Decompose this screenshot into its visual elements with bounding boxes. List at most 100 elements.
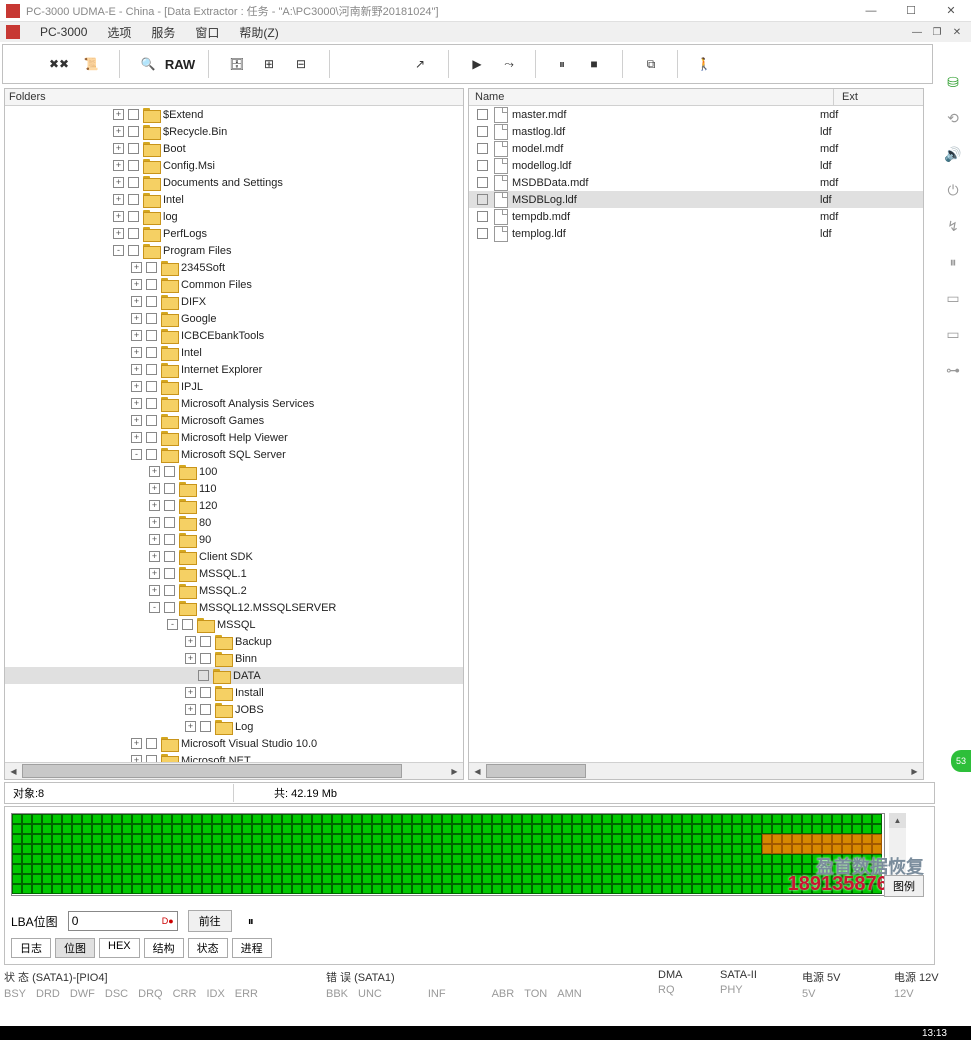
menu-service[interactable]: 服务 xyxy=(147,24,179,41)
expand-icon[interactable]: + xyxy=(149,483,160,494)
side-pause-icon[interactable]: ⏸ xyxy=(941,250,965,274)
tree-row[interactable]: +Microsoft.NET xyxy=(5,752,463,762)
expand-icon[interactable]: - xyxy=(131,449,142,460)
sector-map[interactable] xyxy=(11,813,885,896)
tree-row[interactable]: DATA xyxy=(5,667,463,684)
tree-row[interactable]: +$Extend xyxy=(5,106,463,123)
minimize-button[interactable]: — xyxy=(851,0,891,22)
step-icon[interactable]: ⤳ xyxy=(497,52,521,76)
expand-icon[interactable]: + xyxy=(131,755,142,762)
play-icon[interactable]: ▶ xyxy=(465,52,489,76)
checkbox[interactable] xyxy=(128,177,139,188)
expand-icon[interactable]: + xyxy=(113,177,124,188)
checkbox[interactable] xyxy=(164,517,175,528)
stop-icon[interactable]: ■ xyxy=(582,52,606,76)
file-row[interactable]: templog.ldfldf xyxy=(469,225,923,242)
expand-icon[interactable]: + xyxy=(131,313,142,324)
checkbox[interactable] xyxy=(146,449,157,460)
checkbox[interactable] xyxy=(477,143,488,154)
side-chip2-icon[interactable]: ▭ xyxy=(941,322,965,346)
file-hscroll[interactable]: ◀ ▶ xyxy=(469,762,923,779)
mdi-minimize[interactable]: — xyxy=(909,25,925,39)
file-row[interactable]: model.mdfmdf xyxy=(469,140,923,157)
tree-row[interactable]: -Microsoft SQL Server xyxy=(5,446,463,463)
tree-row[interactable]: +Boot xyxy=(5,140,463,157)
expand-icon[interactable]: + xyxy=(113,126,124,137)
tree-row[interactable]: +MSSQL.1 xyxy=(5,565,463,582)
file-row[interactable]: master.mdfmdf xyxy=(469,106,923,123)
tree-row[interactable]: +Binn xyxy=(5,650,463,667)
tree-row[interactable]: +ICBCEbankTools xyxy=(5,327,463,344)
tab-日志[interactable]: 日志 xyxy=(11,938,51,958)
expand-icon[interactable]: + xyxy=(149,466,160,477)
pause-small-icon[interactable]: ⏸ xyxy=(242,914,260,929)
checkbox[interactable] xyxy=(164,466,175,477)
checkbox[interactable] xyxy=(146,381,157,392)
file-row[interactable]: tempdb.mdfmdf xyxy=(469,208,923,225)
tab-HEX[interactable]: HEX xyxy=(99,938,140,958)
tree-row[interactable]: +80 xyxy=(5,514,463,531)
expand-icon[interactable]: + xyxy=(131,381,142,392)
checkbox[interactable] xyxy=(164,585,175,596)
tree-row[interactable]: +Documents and Settings xyxy=(5,174,463,191)
tree-row[interactable]: +DIFX xyxy=(5,293,463,310)
expand-icon[interactable]: + xyxy=(113,194,124,205)
checkbox[interactable] xyxy=(146,313,157,324)
tree-row[interactable]: -MSSQL xyxy=(5,616,463,633)
tab-进程[interactable]: 进程 xyxy=(232,938,272,958)
checkbox[interactable] xyxy=(128,126,139,137)
exit-icon[interactable]: 🚶 xyxy=(692,52,716,76)
expand-icon[interactable]: + xyxy=(131,415,142,426)
tree-row[interactable]: +Config.Msi xyxy=(5,157,463,174)
tab-结构[interactable]: 结构 xyxy=(144,938,184,958)
expand-icon[interactable]: + xyxy=(131,398,142,409)
checkbox[interactable] xyxy=(477,109,488,120)
checkbox[interactable] xyxy=(477,194,488,205)
expand-icon[interactable]: + xyxy=(185,653,196,664)
tree-row[interactable]: +Backup xyxy=(5,633,463,650)
tree-row[interactable]: +Microsoft Games xyxy=(5,412,463,429)
side-speaker-icon[interactable]: 🔊 xyxy=(941,142,965,166)
tree-hscroll[interactable]: ◀ ▶ xyxy=(5,762,463,779)
checkbox[interactable] xyxy=(128,194,139,205)
checkbox[interactable] xyxy=(200,636,211,647)
checkbox[interactable] xyxy=(146,398,157,409)
go-button[interactable]: 前往 xyxy=(188,910,232,932)
tree-row[interactable]: +JOBS xyxy=(5,701,463,718)
checkbox[interactable] xyxy=(146,330,157,341)
tree-row[interactable]: +$Recycle.Bin xyxy=(5,123,463,140)
folder-tree[interactable]: +$Extend+$Recycle.Bin+Boot+Config.Msi+Do… xyxy=(5,106,463,762)
tree-row[interactable]: +log xyxy=(5,208,463,225)
ext-column[interactable]: Ext xyxy=(834,91,923,103)
expand-icon[interactable]: + xyxy=(149,500,160,511)
tree-row[interactable]: +120 xyxy=(5,497,463,514)
expand-icon[interactable]: - xyxy=(113,245,124,256)
tree-row[interactable]: +Intel xyxy=(5,344,463,361)
expand-icon[interactable]: + xyxy=(131,432,142,443)
checkbox[interactable] xyxy=(128,228,139,239)
tree-row[interactable]: +Microsoft Visual Studio 10.0 xyxy=(5,735,463,752)
maximize-button[interactable]: ☐ xyxy=(891,0,931,22)
expand-icon[interactable]: + xyxy=(113,160,124,171)
tab-位图[interactable]: 位图 xyxy=(55,938,95,958)
binoculars-icon[interactable]: 🔍 xyxy=(136,52,160,76)
menu-app[interactable]: PC-3000 xyxy=(36,25,91,39)
expand-icon[interactable]: + xyxy=(185,636,196,647)
menu-window[interactable]: 窗口 xyxy=(191,24,223,41)
pause-icon[interactable]: ⏸ xyxy=(550,52,574,76)
checkbox[interactable] xyxy=(128,211,139,222)
tree-row[interactable]: +110 xyxy=(5,480,463,497)
checkbox[interactable] xyxy=(477,177,488,188)
checkbox[interactable] xyxy=(146,755,157,762)
expand-icon[interactable]: + xyxy=(149,551,160,562)
file-row[interactable]: MSDBLog.ldfldf xyxy=(469,191,923,208)
checkbox[interactable] xyxy=(200,653,211,664)
expand-icon[interactable]: + xyxy=(185,704,196,715)
checkbox[interactable] xyxy=(164,551,175,562)
expand-icon[interactable]: + xyxy=(113,228,124,239)
tree-row[interactable]: +Log xyxy=(5,718,463,735)
struct1-icon[interactable]: ⊞ xyxy=(257,52,281,76)
checkbox[interactable] xyxy=(128,245,139,256)
checkbox[interactable] xyxy=(477,211,488,222)
expand-icon[interactable]: + xyxy=(113,211,124,222)
